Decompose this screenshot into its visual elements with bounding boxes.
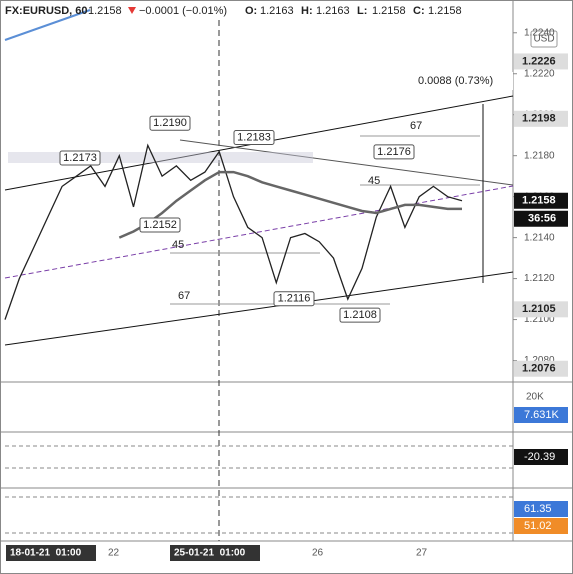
annotation: 1.2176 <box>377 146 411 158</box>
annotation: 1.2152 <box>143 219 177 231</box>
price-label-box <box>514 301 568 318</box>
ohlc-value: 1.2163 <box>260 5 294 17</box>
zone <box>8 152 313 163</box>
time-label: 18-01-21 01:00 <box>10 548 82 559</box>
ohlc-value: 1.2163 <box>316 5 350 17</box>
stoch-k-box <box>514 501 568 517</box>
annotation-box <box>149 115 191 131</box>
down-arrow <box>128 7 136 14</box>
ohlc-key: O: <box>245 5 257 17</box>
price-label: 1.2076 <box>522 363 556 375</box>
measure-label: 0.0088 (0.73%) <box>418 75 493 87</box>
ohlc-key: L: <box>357 5 367 17</box>
time-label-box <box>6 545 96 561</box>
macd-last: -20.39 <box>524 451 555 463</box>
y-tick-label: 1.2100 <box>524 314 555 325</box>
time-label: 25-01-21 01:00 <box>174 548 246 559</box>
annotation-box <box>233 130 275 146</box>
fib-label: 67 <box>178 290 190 302</box>
header: FX:EURUSD, 60 1.2158 −0.0001 (−0.01%) <box>5 5 227 17</box>
mid-line <box>4 185 514 279</box>
time-label-box <box>170 545 260 561</box>
stoch-k: 61.35 <box>524 503 552 515</box>
ohlc-value: 1.2158 <box>372 5 406 17</box>
countdown: 36:56 <box>528 213 556 225</box>
annotation: 1.2108 <box>343 309 377 321</box>
currency-box[interactable] <box>530 30 558 48</box>
volume-last: 7.631K <box>524 409 560 421</box>
fib-label: 45 <box>172 239 184 251</box>
price-label-box <box>514 53 568 70</box>
price-label-box <box>514 110 568 127</box>
y-tick-label: 1.2180 <box>524 150 555 161</box>
ohlc-key: C: <box>413 5 425 17</box>
macd-box <box>514 449 568 465</box>
annotation-box <box>339 307 381 323</box>
y-tick-label: 1.2080 <box>524 355 555 366</box>
measure-box <box>415 72 513 90</box>
y-tick-label: 1.2140 <box>524 232 555 243</box>
annotation-box <box>273 291 315 307</box>
price-label: 1.2198 <box>522 113 556 125</box>
price-label: 1.2226 <box>522 55 556 67</box>
change: −0.0001 (−0.01%) <box>139 5 227 17</box>
y-tick-label: 1.2220 <box>524 68 555 79</box>
trend-line <box>179 139 514 186</box>
ohlc-value: 1.2158 <box>428 5 462 17</box>
time-label: 22 <box>108 548 120 559</box>
trend-line <box>4 271 514 346</box>
ohlc-key: H: <box>301 5 313 17</box>
annotation-box <box>373 144 415 160</box>
annotation: 1.2190 <box>153 117 187 129</box>
last-price: 1.2158 <box>88 5 122 17</box>
volume-box <box>514 407 568 423</box>
price-label: 1.2105 <box>522 303 556 315</box>
price-label-box <box>514 192 568 209</box>
time-label: 27 <box>416 548 428 559</box>
time-label: 26 <box>312 548 324 559</box>
annotation: 1.2183 <box>237 131 271 143</box>
moving-average <box>118 170 462 239</box>
annotation: 1.2116 <box>278 293 311 305</box>
price-label: 1.2158 <box>522 195 556 207</box>
y-tick-label: 1.2120 <box>524 273 555 284</box>
stoch-d: 51.02 <box>524 520 552 532</box>
currency[interactable]: USD <box>533 34 554 45</box>
annotation: 1.2173 <box>63 152 97 164</box>
annotation-box <box>59 150 101 166</box>
countdown-box <box>514 210 568 227</box>
fib-label: 45 <box>368 175 380 187</box>
symbol: FX:EURUSD, 60 <box>5 5 88 17</box>
volume-tick: 20K <box>526 392 544 403</box>
price-label-box <box>514 360 568 377</box>
price-line <box>4 143 463 320</box>
annotation-box <box>139 217 181 233</box>
ma-line <box>4 9 91 41</box>
fib-label: 67 <box>410 120 422 132</box>
y-tick-label: 1.2240 <box>524 27 555 38</box>
stoch-d-box <box>514 518 568 534</box>
